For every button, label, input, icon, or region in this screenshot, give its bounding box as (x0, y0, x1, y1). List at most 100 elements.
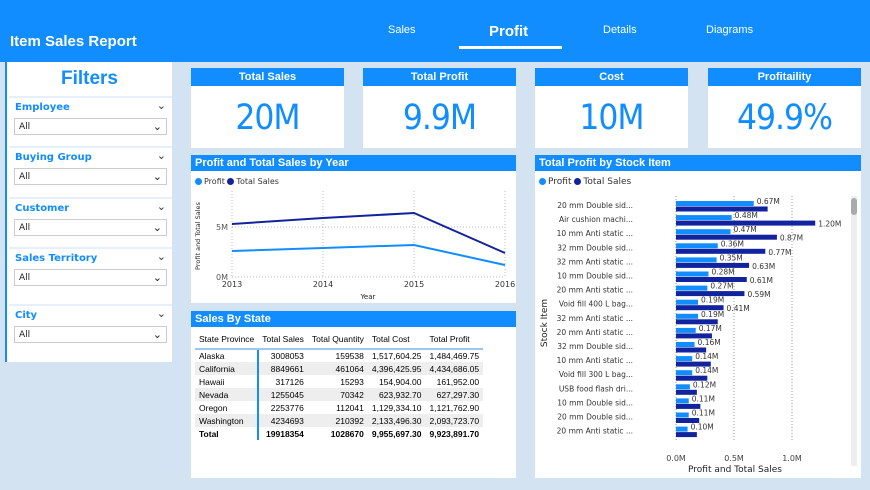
chevron-down-icon[interactable]: ⌄ (156, 200, 166, 213)
category-label: 20 mm Anti static ... (557, 328, 633, 337)
slicer-value: All (19, 273, 31, 283)
table-cell: 4,396,425.95 (367, 362, 426, 375)
bar-total-sales (676, 277, 747, 282)
table-cell: 623,932.70 (367, 388, 426, 401)
tab-details[interactable]: Details (603, 24, 637, 36)
legend-profit: Profit (548, 177, 572, 187)
chevron-down-icon: ⌄ (152, 328, 162, 341)
data-label: 0.36M (721, 239, 744, 248)
x-tick-label: 2013 (222, 280, 242, 289)
table-total-row: Total 19918354 1028670 9,955,697.30 9,923,89… (195, 427, 483, 440)
kpi-title: Profitaility (708, 68, 861, 86)
series-line-profit (231, 243, 506, 266)
column-header[interactable]: Total Quantity (307, 329, 368, 350)
bar-total-sales (676, 403, 701, 409)
chevron-down-icon[interactable]: ⌄ (156, 99, 166, 112)
category-label: Void fill 400 L bag... (559, 300, 633, 309)
bar-total-sales (676, 389, 697, 395)
bar-profit (676, 370, 693, 376)
y-axis-title: Profit and Total Sales (194, 201, 202, 269)
chevron-down-icon[interactable]: ⌄ (156, 307, 166, 320)
legend-total-sales: Total Sales (236, 177, 279, 186)
x-tick-label: 0.5M (724, 454, 744, 463)
table-row: Nevada 1255045 70342 623,932.70 627,297.30 (195, 388, 484, 401)
column-header[interactable]: Total Cost (367, 329, 426, 350)
kpi-card: Total Sales 20M (191, 68, 344, 148)
table-cell: 461064 (307, 362, 368, 375)
slicer-dropdown[interactable]: All ⌄ (14, 168, 167, 185)
column-header[interactable]: Total Profit (425, 329, 484, 350)
x-tick-label: 2016 (495, 280, 515, 289)
slicer-value: All (19, 223, 31, 233)
slicer-label: Sales Territory (15, 253, 98, 264)
category-label: 32 mm Double sid... (557, 342, 633, 351)
bar-profit (676, 271, 709, 277)
kpi-value: 10M (579, 98, 644, 138)
filters-title: Filters (60, 68, 119, 89)
table-cell: Hawaii (195, 375, 260, 388)
data-label: 0.87M (780, 234, 803, 243)
category-label: 10 mm Anti static ... (557, 229, 633, 238)
bar-profit (676, 327, 696, 333)
data-label: 0.11M (692, 394, 715, 403)
category-label: 20 mm Anti static ... (557, 427, 633, 436)
bar-profit (676, 356, 693, 362)
data-label: 0.47M (734, 225, 757, 234)
data-label: 0.67M (757, 197, 780, 206)
table-cell: Oregon (195, 401, 260, 414)
table-title: Sales By State (191, 311, 516, 327)
column-header[interactable]: Total Sales (258, 329, 308, 350)
table-row: California 8849661 461064 4,396,425.95 4,434… (195, 362, 484, 375)
table-cell: 15293 (340, 376, 364, 387)
bar-chart-panel: Total Profit by Stock Item Profit Total … (535, 155, 861, 478)
table-cell: 154,904.00 (378, 376, 422, 387)
table-cell: 1,517,604.25 (371, 351, 422, 361)
bar-chart-title: Total Profit by Stock Item (535, 155, 861, 171)
table-cell: 4,434,686.05 (425, 362, 484, 375)
data-label: 0.14M (695, 352, 718, 361)
chevron-down-icon[interactable]: ⌄ (156, 149, 166, 162)
table-row: Alaska 3008053 159538 1,517,604.25 1,484,469… (195, 349, 483, 362)
bar-profit (676, 342, 695, 347)
legend-dot-profit (539, 178, 546, 185)
slicer-dropdown[interactable]: All ⌄ (14, 326, 167, 343)
bar-total-sales (676, 361, 711, 367)
table-cell: 1,484,469.75 (429, 351, 480, 361)
table-total-cell: 1028670 (330, 428, 364, 439)
tab-diagrams[interactable]: Diagrams (706, 24, 754, 36)
header: Item Sales Report Sales Profit Details D… (0, 0, 870, 62)
bar-profit (676, 215, 732, 221)
line-chart-title: Profit and Total Sales by Year (191, 155, 516, 171)
bar-profit (676, 285, 708, 291)
table-cell: 1,129,334.10 (371, 402, 422, 413)
bar-total-sales (676, 291, 745, 297)
sales-by-state-panel: Sales By State State Province Total Sales… (191, 311, 516, 478)
scrollbar-track[interactable] (851, 196, 857, 466)
data-label: 0.17M (699, 324, 722, 333)
line-chart-panel: Profit and Total Sales by Year Profit To… (191, 155, 516, 303)
bar-total-sales (676, 305, 724, 311)
scrollbar-thumb[interactable] (851, 198, 857, 215)
column-header[interactable]: State Province (195, 329, 259, 350)
slicer-dropdown[interactable]: All ⌄ (14, 269, 167, 286)
slicer-dropdown[interactable]: All ⌄ (14, 118, 167, 135)
x-tick-label: 2014 (313, 280, 333, 289)
data-label: 0.10M (691, 423, 714, 432)
table-cell: 317126 (275, 376, 304, 387)
tab-sales[interactable]: Sales (388, 24, 416, 36)
kpi-value: 49.9% (736, 98, 833, 138)
table-total-cell: 9,923,891.70 (429, 428, 480, 439)
kpi-card: Profitaility 49.9% (708, 68, 861, 148)
chevron-down-icon[interactable]: ⌄ (156, 250, 166, 263)
tab-profit[interactable]: Profit (489, 23, 529, 40)
bar-profit (676, 257, 717, 263)
slicer-dropdown[interactable]: All ⌄ (14, 219, 167, 236)
slicer-buying-group: Buying Group ⌄ All ⌄ (9, 146, 172, 192)
x-axis-title: Year (360, 293, 376, 301)
table-cell: 1,121,762.90 (429, 402, 480, 413)
chevron-down-icon: ⌄ (152, 170, 162, 183)
category-label: 20 mm Double sid... (557, 413, 633, 422)
slicer-employee: Employee ⌄ All ⌄ (9, 96, 172, 142)
table-cell: 627,297.30 (425, 388, 484, 401)
